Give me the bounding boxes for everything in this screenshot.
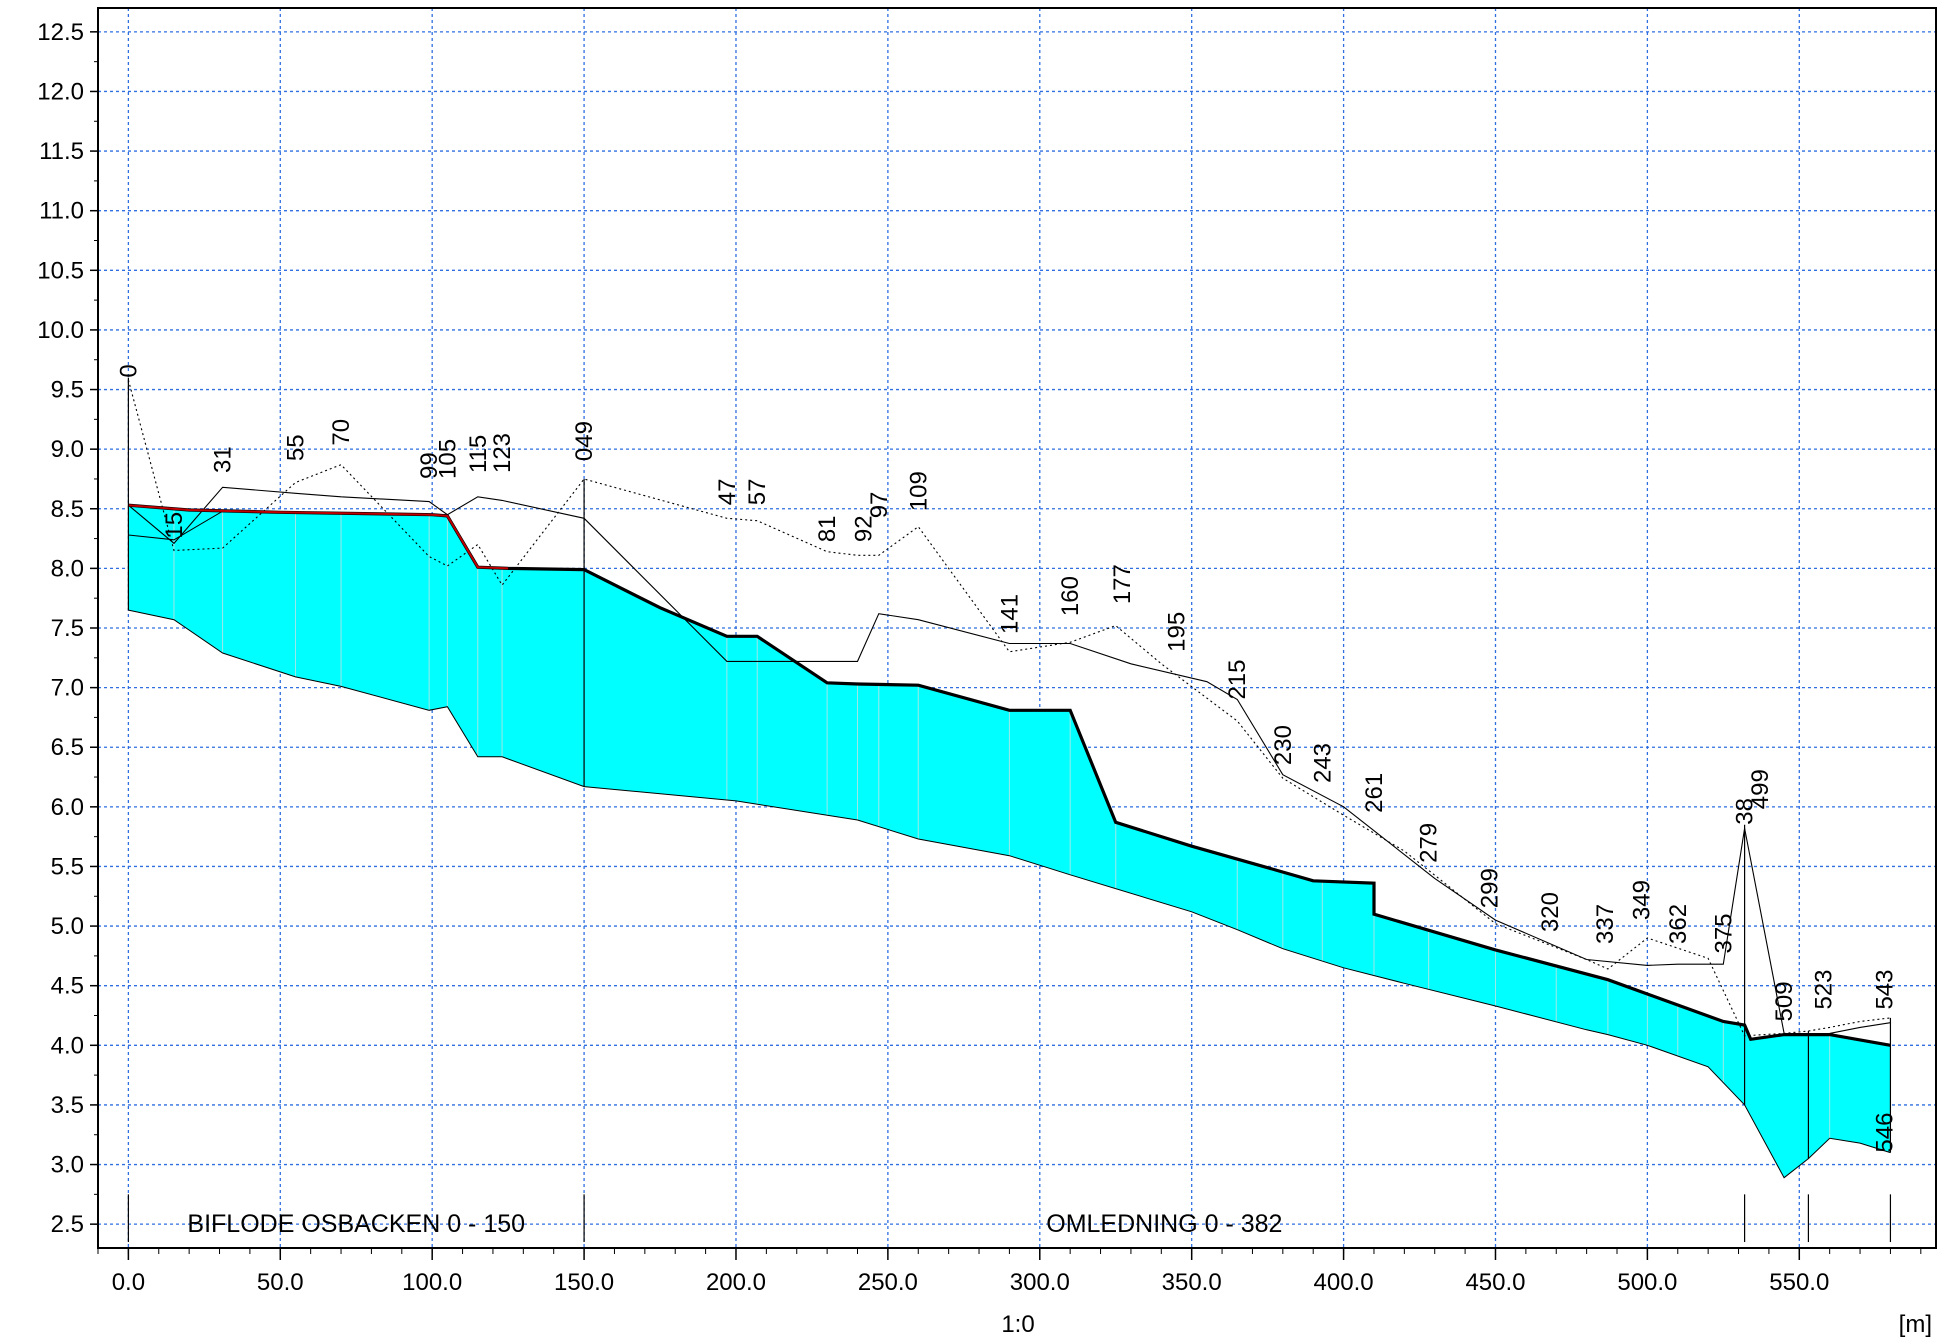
section-label: 320 xyxy=(1537,892,1564,932)
section-label: 160 xyxy=(1057,576,1084,616)
highlight-line xyxy=(128,504,509,570)
left-ground-line xyxy=(128,486,1891,1036)
x-tick-label: 250.0 xyxy=(858,1269,918,1296)
section-label: 499 xyxy=(1747,769,1774,809)
section-label: 123 xyxy=(489,433,516,473)
y-tick-label: 5.5 xyxy=(51,853,84,880)
branch-label: OMLEDNING 0 - 382 xyxy=(1046,1210,1282,1238)
y-tick-label: 4.0 xyxy=(51,1032,84,1059)
section-label: 15 xyxy=(161,512,188,539)
section-label: 279 xyxy=(1416,823,1443,863)
axes: 0.0 50.0 100.0 150.0 200.0 250.0 300.0 350.0 400… xyxy=(37,19,1922,1296)
y-tick-label: 11.5 xyxy=(39,138,84,165)
section-label: 049 xyxy=(571,421,598,461)
section-label: 141 xyxy=(996,594,1023,634)
y-tick-label: 7.0 xyxy=(51,675,84,702)
section-label: 115 xyxy=(465,435,492,473)
section-label: 55 xyxy=(282,434,309,461)
x-tick-label: 350.0 xyxy=(1162,1269,1222,1296)
section-label: 243 xyxy=(1309,743,1336,783)
x-tick-label: 300.0 xyxy=(1010,1269,1070,1296)
y-tick-label: 4.5 xyxy=(51,973,84,1000)
section-label: 349 xyxy=(1628,880,1655,920)
section-label: 375 xyxy=(1710,913,1737,953)
section-label: 38 xyxy=(1732,798,1759,825)
section-label: 57 xyxy=(744,478,771,505)
section-label: 177 xyxy=(1109,564,1136,604)
section-label: 230 xyxy=(1270,725,1297,765)
x-axis-unit: [m] xyxy=(1899,1311,1932,1338)
x-tick-label: 100.0 xyxy=(402,1269,462,1296)
x-tick-label: 450.0 xyxy=(1465,1269,1525,1296)
section-label: 299 xyxy=(1476,868,1503,908)
x-tick-label: 550.0 xyxy=(1769,1269,1829,1296)
section-label: 509 xyxy=(1771,981,1798,1021)
y-tick-label: 11.0 xyxy=(39,198,84,225)
section-label: 523 xyxy=(1811,969,1838,1009)
y-tick-label: 6.5 xyxy=(51,734,84,761)
y-tick-label: 10.5 xyxy=(37,257,84,284)
x-axis-label: 1:0 xyxy=(1001,1311,1034,1338)
section-label: 362 xyxy=(1665,904,1692,944)
y-tick-label: 8.5 xyxy=(51,496,84,523)
y-tick-label: 9.5 xyxy=(51,377,84,404)
section-label: 81 xyxy=(814,515,841,542)
x-tick-label: 0.0 xyxy=(112,1269,145,1296)
section-label: 70 xyxy=(328,419,355,446)
x-tick-label: 400.0 xyxy=(1314,1269,1374,1296)
right-ground-line xyxy=(127,379,1891,1037)
section-label: 195 xyxy=(1163,612,1190,652)
section-label: 215 xyxy=(1224,659,1251,699)
section-label: 47 xyxy=(714,478,741,505)
y-tick-label: 10.0 xyxy=(37,317,84,344)
section-label: 261 xyxy=(1361,773,1388,813)
section-label: 97 xyxy=(866,492,893,519)
y-tick-label: 7.5 xyxy=(51,615,84,642)
x-tick-label: 500.0 xyxy=(1617,1269,1677,1296)
section-label: 543 xyxy=(1871,969,1898,1009)
section-label: 546 xyxy=(1871,1113,1898,1153)
section-label: 109 xyxy=(905,471,932,511)
y-tick-label: 5.0 xyxy=(51,913,84,940)
y-tick-label: 2.5 xyxy=(51,1211,84,1238)
branch-labels: BIFLODE OSBACKEN 0 - 150 OMLEDNING 0 - 38… xyxy=(127,1194,1892,1243)
profile-lines xyxy=(127,377,1892,1179)
section-label: 337 xyxy=(1592,904,1619,944)
y-tick-label: 9.0 xyxy=(51,436,84,463)
section-label: 31 xyxy=(210,446,237,473)
y-tick-label: 3.0 xyxy=(51,1152,84,1179)
x-tick-label: 200.0 xyxy=(706,1269,766,1296)
section-label: 92 xyxy=(851,515,878,542)
y-tick-label: 8.0 xyxy=(51,555,84,582)
y-tick-label: 3.5 xyxy=(51,1092,84,1119)
section-label: 105 xyxy=(434,439,461,479)
x-tick-label: 150.0 xyxy=(554,1269,614,1296)
branch-label: BIFLODE OSBACKEN 0 - 150 xyxy=(187,1210,525,1238)
section-label: 99 xyxy=(416,452,443,479)
x-tick-label: 50.0 xyxy=(257,1269,304,1296)
section-label: 0 xyxy=(115,364,142,377)
y-tick-label: 6.0 xyxy=(51,794,84,821)
y-tick-label: 12.5 xyxy=(37,19,84,46)
y-tick-label: 12.0 xyxy=(37,78,84,105)
